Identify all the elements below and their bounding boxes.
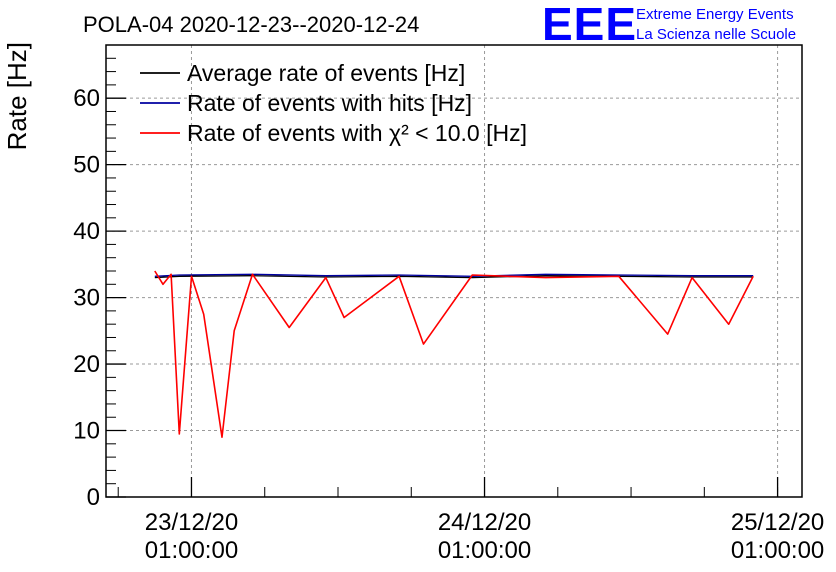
legend-label-3: Rate of events with χ² < 10.0 [Hz] [187,120,527,146]
series-layer [154,270,754,439]
series-line-2 [154,273,754,277]
grid [106,45,802,497]
y-tick-label: 30 [73,285,100,312]
eee-logo: EEE Extreme Energy Events La Scienza nel… [542,0,796,50]
y-tick-label: 60 [73,85,100,112]
y-tick-label: 40 [73,218,100,245]
axis-ticks [106,44,779,498]
chart-title: POLA-04 2020-12-23--2020-12-24 [83,12,419,37]
series-line-1 [154,275,754,279]
x-tick-time: 01:00:00 [145,537,238,564]
logo-line-1: Extreme Energy Events [636,6,794,23]
legend: Average rate of events [Hz] Rate of event… [140,60,527,146]
y-tick-label: 50 [73,152,100,179]
logo-letters: EEE [542,0,637,50]
x-tick-labels: 23/12/2001:00:0024/12/2001:00:0025/12/20… [145,509,825,564]
x-tick-date: 24/12/20 [438,509,531,536]
series-line-3 [154,270,754,439]
x-tick-date: 25/12/20 [731,509,824,536]
y-axis-label: Rate [Hz] [2,42,32,150]
y-tick-label: 20 [73,351,100,378]
x-tick-date: 23/12/20 [145,509,238,536]
logo-line-2: La Scienza nelle Scuole [636,26,796,43]
y-tick-label: 0 [87,484,100,511]
y-tick-label: 10 [73,418,100,445]
x-tick-time: 01:00:00 [438,537,531,564]
legend-label-1: Average rate of events [Hz] [187,60,465,86]
legend-label-2: Rate of events with hits [Hz] [187,90,472,116]
y-tick-labels: 0 10 20 30 40 50 60 [73,85,100,511]
x-tick-time: 01:00:00 [731,537,824,564]
